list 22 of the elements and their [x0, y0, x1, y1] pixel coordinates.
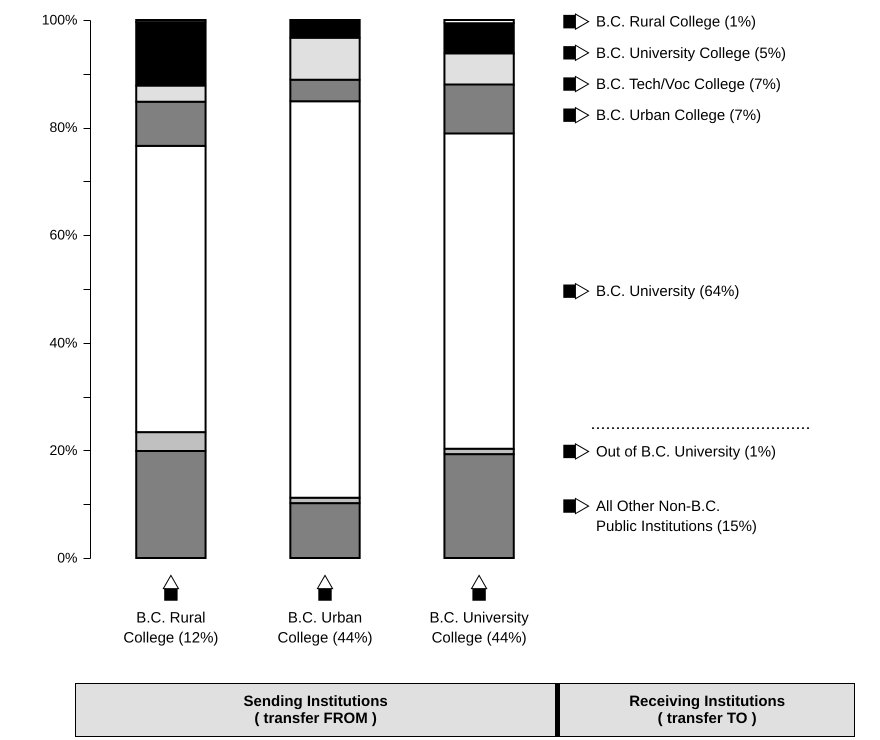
- y-tick-label: 40%: [49, 334, 78, 350]
- text: Receiving Institutions: [629, 693, 786, 710]
- legend-label: B.C. University (64%): [596, 283, 740, 300]
- text: Sending Institutions: [244, 693, 388, 710]
- bar: [289, 502, 361, 559]
- legend-label: B.C. Rural College (1%): [596, 14, 756, 31]
- legend-label: All Other Non-B.C. Public Institutions (15%): [596, 498, 757, 536]
- legend-label: Out of B.C. University (1%): [596, 443, 776, 460]
- y-tick-label: 60%: [49, 226, 78, 243]
- bar: [443, 453, 515, 559]
- y-tick-label: 100%: [42, 12, 78, 28]
- legend-label: B.C. Urban College (7%): [596, 107, 762, 124]
- x-tick-label: B.C. University College (44%): [430, 610, 530, 646]
- y-tick-label: 20%: [49, 442, 78, 458]
- x-tick-label: B.C. Urban College (44%): [277, 610, 373, 646]
- legend-label: B.C. University College (5%): [596, 44, 786, 62]
- y-tick-label: 0%: [57, 550, 78, 566]
- x-tick-label: B.C. Rural College (12%): [123, 610, 218, 646]
- legend-label: B.C. Tech/Voc College (7%): [596, 76, 781, 94]
- y-tick-label: 80%: [49, 119, 78, 136]
- text: ( transfer FROM ): [254, 710, 377, 727]
- text: ( transfer TO ): [658, 710, 757, 727]
